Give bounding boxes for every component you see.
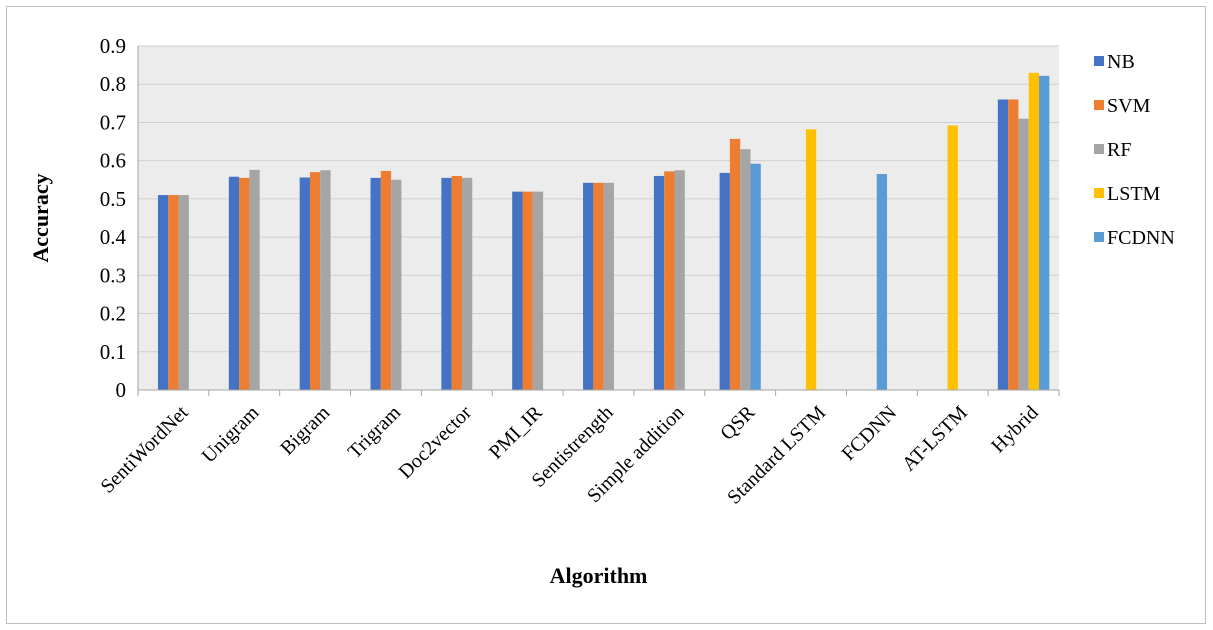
y-tick-label: 0.2 <box>100 302 126 326</box>
bar-fcdnn-fcdnn <box>876 174 888 390</box>
bar-rf-sentistrength <box>603 182 614 390</box>
legend-swatch-svm <box>1094 100 1104 110</box>
x-tick-label: Hybrid <box>987 402 1043 458</box>
bar-svm-unigram <box>239 177 250 390</box>
bar-lstm-hybrid <box>1028 72 1040 390</box>
bar-svm-doc2vector <box>451 175 462 390</box>
bar-chart: 0 0.1 0.2 0.3 0.4 0.5 0.6 0.7 0.8 0.9 SentiWordNe… <box>28 34 1175 588</box>
x-tick-label: Trigram <box>344 401 406 463</box>
x-tick-label: FCDNN <box>838 402 901 465</box>
x-tick-label: SentiWordNet <box>96 401 192 497</box>
x-tick-label: Bigram <box>276 401 334 459</box>
bar-svm-sentistrength <box>593 182 604 390</box>
bar-fcdnn-qsr <box>750 163 761 390</box>
bar-fcdnn-hybrid <box>1039 75 1050 390</box>
bar-svm-bigram <box>309 172 321 390</box>
bar-rf-simple-addition <box>674 170 685 390</box>
y-tick-label: 0.7 <box>100 110 126 134</box>
x-tick-labels: SentiWordNet Unigram Bigram TrigramDoc2vect… <box>96 401 1042 509</box>
y-tick-label: 0.6 <box>100 149 126 173</box>
y-tick-label: 0.4 <box>100 225 127 249</box>
y-tick-label: 0 <box>116 378 127 402</box>
x-tick-label: Doc2vector <box>394 401 476 483</box>
bar-rf-qsr <box>740 149 751 390</box>
legend-swatch-fcdnn <box>1094 232 1104 242</box>
bar-nb-trigram <box>370 177 381 390</box>
bar-lstm-at-lstm <box>947 125 958 390</box>
bar-rf-trigram <box>391 179 402 390</box>
legend-swatch-rf <box>1094 144 1104 154</box>
bar-nb-sentiwordnet <box>157 195 169 390</box>
legend-label-nb: NB <box>1107 51 1135 73</box>
bar-nb-bigram <box>299 177 310 390</box>
legend-label-rf: RF <box>1107 139 1131 161</box>
y-tick-label: 0.8 <box>100 72 126 96</box>
bar-nb-qsr <box>719 172 730 390</box>
bar-svm-qsr <box>729 138 741 390</box>
x-tick-label: AT-LSTM <box>898 401 972 475</box>
y-tick-label: 0.3 <box>100 263 126 287</box>
bar-lstm-standard-lstm <box>805 129 817 390</box>
legend: NB SVM RF LSTM FCDNN <box>1094 51 1175 249</box>
bar-rf-bigram <box>320 170 331 390</box>
bar-svm-sentiwordnet <box>168 195 179 390</box>
y-axis-title: Accuracy <box>28 173 53 262</box>
y-tick-labels: 0 0.1 0.2 0.3 0.4 0.5 0.6 0.7 0.8 0.9 <box>100 34 127 402</box>
x-axis-title: Algorithm <box>550 563 648 588</box>
legend-swatch-nb <box>1094 56 1104 66</box>
bar-nb-doc2vector <box>441 177 452 390</box>
bar-svm-simple-addition <box>664 171 675 390</box>
bar-nb-pmi-ir <box>512 191 523 390</box>
bar-svm-pmi-ir <box>522 191 533 390</box>
bars <box>157 72 1050 391</box>
y-tick-label: 0.5 <box>100 187 126 211</box>
axes <box>137 46 1060 396</box>
bar-rf-pmi-ir <box>532 191 544 390</box>
bar-nb-sentistrength <box>583 182 594 390</box>
legend-label-svm: SVM <box>1107 95 1151 117</box>
bar-nb-unigram <box>228 176 240 390</box>
x-tick-label: Unigram <box>198 401 264 467</box>
bar-rf-doc2vector <box>461 177 473 390</box>
y-tick-label: 0.1 <box>100 340 126 364</box>
bar-nb-hybrid <box>997 99 1009 390</box>
legend-label-lstm: LSTM <box>1107 183 1161 205</box>
bar-rf-hybrid <box>1018 118 1029 391</box>
legend-label-fcdnn: FCDNN <box>1107 227 1175 249</box>
bar-svm-trigram <box>380 170 392 390</box>
x-tick-label: PMI_IR <box>485 401 547 463</box>
bar-nb-simple-addition <box>653 175 665 390</box>
x-tick-label: QSR <box>716 401 760 445</box>
bar-rf-sentiwordnet <box>178 195 189 390</box>
legend-swatch-lstm <box>1094 188 1104 198</box>
bar-svm-hybrid <box>1008 99 1019 390</box>
chart-frame: 0 0.1 0.2 0.3 0.4 0.5 0.6 0.7 0.8 0.9 SentiWordNe… <box>6 6 1206 624</box>
y-tick-label: 0.9 <box>100 34 126 58</box>
bar-rf-unigram <box>249 169 260 390</box>
